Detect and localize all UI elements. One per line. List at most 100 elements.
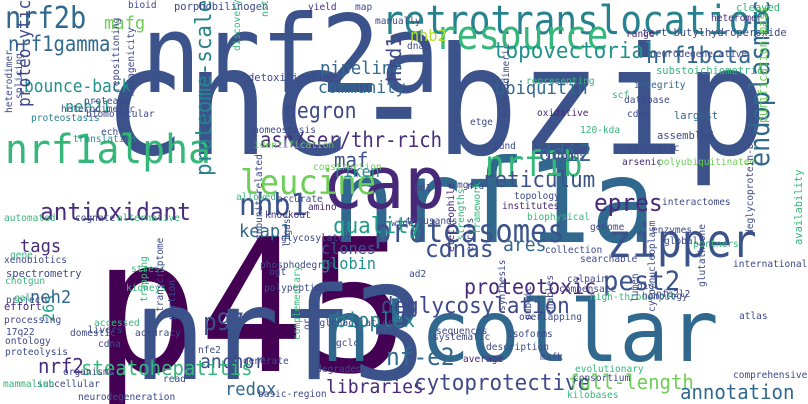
word: neurodegenerative [650,49,748,60]
word: mutagenicity [126,27,137,96]
word: bioid [128,0,157,11]
word: glycosylated [281,233,350,244]
word: annotation [680,380,795,404]
word: integrity [634,80,686,91]
word: read [163,374,186,385]
word: nhb1 [239,188,308,223]
word: ubiquitin [495,78,588,99]
word: retrotranslocation [382,0,773,44]
word: range [626,29,655,40]
word: accessed [94,318,140,329]
word: knockout [265,210,311,221]
word: pest2 [603,266,681,297]
word: etge [470,117,493,128]
word: strands [545,151,586,162]
word: sequences [436,326,488,337]
word: cleaved [736,1,781,14]
word: bioplex [335,308,416,332]
word: nrf2a [141,0,441,118]
word: nrf1beta [646,43,752,69]
word: phosphodegron [260,260,335,271]
word: lumen [630,273,641,302]
word: trapping [139,256,150,302]
word: proteolysis [5,347,68,358]
word: oxidative [537,108,589,119]
word: nrf1a [331,135,656,270]
word: heterodimeric [501,43,512,118]
word: mammalian [3,379,55,390]
word: heterodimeric [61,104,136,115]
word: livers [88,325,123,336]
word: amino [308,202,337,213]
word: ogt [269,267,287,278]
word: gclc [336,338,359,349]
word: processing [4,315,62,326]
word: biomolecular [86,109,155,120]
word: automated [4,213,56,224]
word: interactomes [662,197,731,208]
word: tags [20,236,62,257]
word: transcriptome [155,237,166,312]
word: cdna [98,339,121,350]
word: nrf3 [133,261,426,404]
word: accurate [277,194,323,205]
word: accuracy [135,328,181,339]
word: cdnas [425,235,494,263]
word: nrf1alpha [5,127,211,173]
word: errors [465,217,476,252]
word: ligase [282,212,293,247]
word: ad1 [414,183,432,194]
word: zipper [607,214,757,268]
word: polyubiquitinated [658,157,756,168]
word: neh21 [65,97,111,116]
word: riken [334,162,380,181]
word: partners [693,239,739,250]
word: nf-e2 [386,343,455,371]
word: 120-kda [580,125,621,136]
word: porphobilinogen [174,0,269,13]
word: overlapping [519,312,582,323]
word: maf [334,148,369,172]
word: average [463,354,504,365]
word: antioxidant [40,198,192,226]
word: yield [308,2,337,13]
word: gene [10,250,33,261]
word: calpain [567,274,608,285]
word: mafg [104,13,146,34]
word: enables [545,274,556,315]
word: portion [167,279,178,320]
word: ontology [5,336,51,347]
word: community [318,78,406,98]
word: ech [101,127,119,138]
word: representing [526,76,595,87]
word: degraded [316,364,362,375]
word: manually [375,16,421,27]
word: collection [545,245,603,256]
word: steatohepatitis [81,356,253,380]
word: availability [792,169,805,245]
word: systematic [433,332,491,343]
word: libraries [326,376,424,398]
word: ares [503,234,547,256]
word: p45 [93,199,411,404]
word: largest [674,109,719,122]
word: basic-region [258,389,327,400]
word: topology [514,191,560,202]
word: compensate [559,284,617,295]
word: resource [435,13,609,59]
word: deglycosylation [381,294,570,319]
word: kidneys [126,283,167,294]
word: global [664,236,699,247]
word: ddi2 [539,141,592,167]
word: synthesis [497,259,508,311]
word: organisms [63,367,115,378]
word: cytosolic [628,143,680,154]
word: pipeline [320,58,403,79]
word: n'collar [321,282,719,382]
word: translation [73,134,136,145]
word: stress [131,264,166,275]
word: substoichiometric [656,64,763,77]
word: keap1 [239,221,291,242]
word: comprehensive [732,370,807,381]
